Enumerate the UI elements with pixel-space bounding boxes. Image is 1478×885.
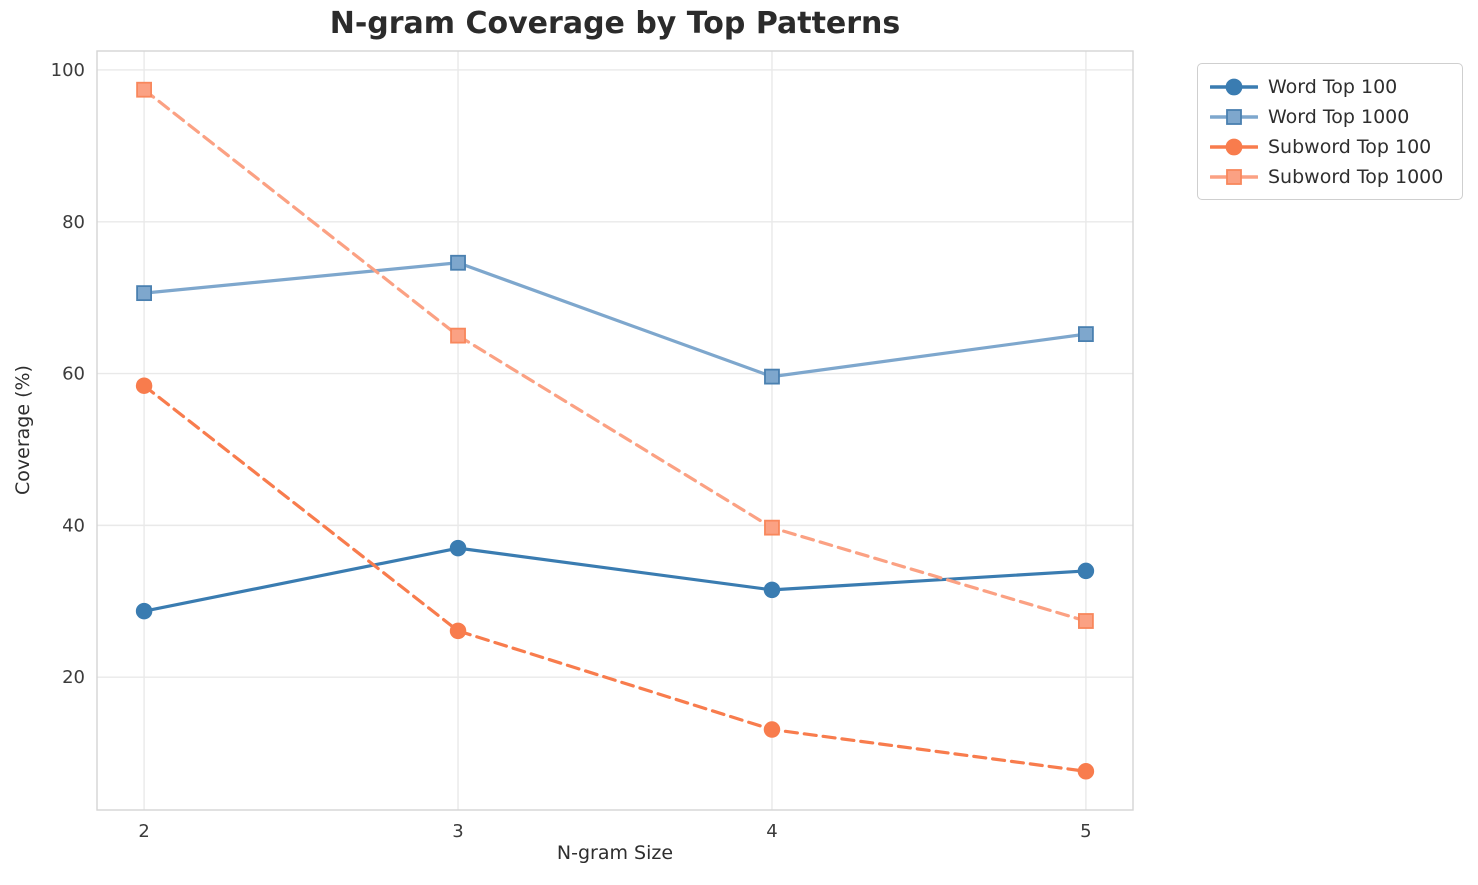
legend-marker-subword-top-100 (1210, 138, 1258, 155)
y-axis-label: Coverage (%) (12, 365, 34, 495)
data-point-word-top-100 (763, 581, 781, 599)
legend: Word Top 100 Word Top 1000 Subword Top 100… (1197, 63, 1463, 200)
series-line-subword-top-100 (142, 384, 1088, 773)
x-axis-label: N-gram Size (556, 842, 674, 864)
data-point-subword-top-100 (763, 721, 781, 738)
axes-spines (96, 50, 1134, 811)
data-point-word-top-100 (449, 539, 467, 557)
y-tick-label: 20 (62, 667, 85, 688)
legend-label-subword-top-100: Subword Top 100 (1268, 135, 1432, 158)
y-tick-label: 80 (62, 212, 85, 233)
legend-marker-subword-top-1000 (1210, 168, 1258, 185)
series-line-subword-top-1000 (142, 88, 1088, 623)
x-tick-label: 5 (1080, 821, 1091, 842)
legend-item-subword-top-1000: Subword Top 1000 (1210, 163, 1450, 190)
data-point-word-top-1000 (764, 368, 780, 385)
data-point-subword-top-1000 (1078, 613, 1094, 629)
legend-label-subword-top-1000: Subword Top 1000 (1268, 165, 1444, 188)
data-point-word-top-1000 (1078, 326, 1094, 343)
x-tick-label: 3 (452, 821, 463, 842)
data-point-word-top-1000 (450, 254, 466, 271)
y-tick-label: 100 (51, 60, 85, 81)
legend-item-word-top-1000: Word Top 1000 (1210, 103, 1450, 130)
data-point-subword-top-100 (449, 622, 467, 640)
data-point-word-top-100 (1077, 562, 1095, 580)
chart-title: N-gram Coverage by Top Patterns (329, 6, 901, 41)
data-point-word-top-100 (135, 602, 153, 620)
legend-marker-word-top-1000 (1210, 108, 1258, 125)
x-tick-label: 2 (138, 821, 149, 842)
data-point-word-top-1000 (136, 285, 152, 302)
x-tick-label: 4 (766, 821, 777, 842)
legend-item-subword-top-100: Subword Top 100 (1210, 133, 1450, 160)
legend-item-word-top-100: Word Top 100 (1210, 73, 1450, 100)
legend-label-word-top-100: Word Top 100 (1268, 75, 1398, 98)
data-point-subword-top-1000 (764, 519, 780, 536)
data-point-subword-top-1000 (136, 81, 152, 98)
data-point-subword-top-1000 (450, 327, 466, 344)
y-tick-label: 40 (62, 515, 85, 536)
series-line-word-top-1000 (142, 261, 1088, 379)
y-tick-label: 60 (62, 364, 85, 385)
data-point-subword-top-100 (135, 377, 153, 394)
series-line-word-top-100 (142, 546, 1088, 613)
legend-label-word-top-1000: Word Top 1000 (1268, 105, 1410, 128)
legend-marker-word-top-100 (1210, 78, 1258, 95)
data-point-subword-top-100 (1077, 763, 1095, 780)
